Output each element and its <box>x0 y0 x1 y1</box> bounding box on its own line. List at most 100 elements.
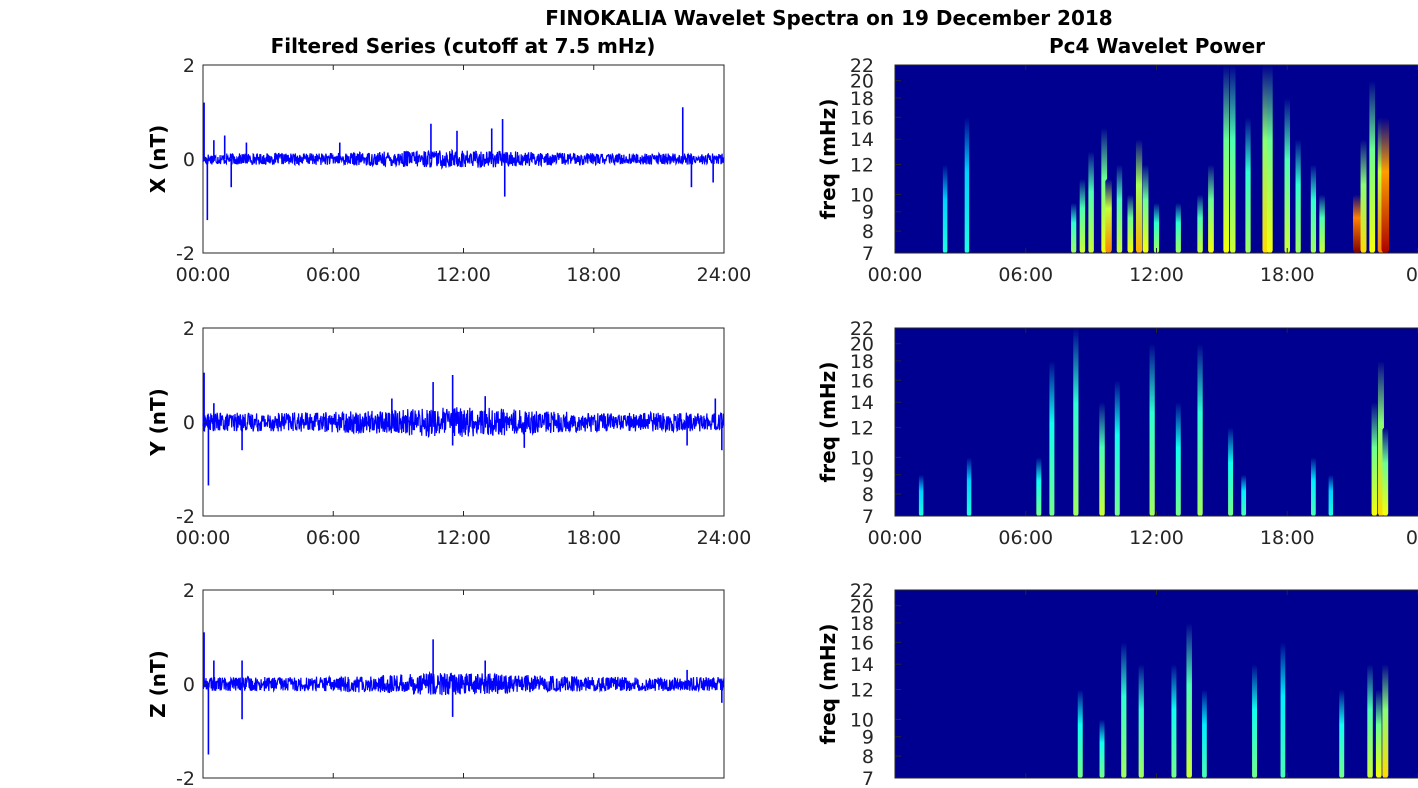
ytick-label: 14 <box>850 654 874 676</box>
power-burst <box>964 117 970 253</box>
ytick-label: 14 <box>850 129 874 151</box>
ytick-label: 12 <box>850 155 874 177</box>
xtick-label: 12:00 <box>436 264 491 286</box>
heatmap-background <box>895 328 1418 516</box>
ytick-label: 9 <box>862 465 874 487</box>
ytick-label: 2 <box>183 318 195 340</box>
power-burst <box>918 474 924 516</box>
xtick-label: 06:00 <box>998 527 1053 549</box>
power-burst <box>1073 328 1079 516</box>
power-burst <box>1175 202 1181 253</box>
power-burst <box>1310 164 1317 253</box>
power-burst <box>1311 457 1316 516</box>
power-burst <box>1375 689 1382 778</box>
bursts-group <box>1077 622 1389 778</box>
xtick-label: 12:00 <box>1129 264 1184 286</box>
xtick-label: 00:00 <box>176 527 231 549</box>
power-burst <box>1241 474 1247 516</box>
power-burst <box>1116 164 1123 253</box>
ytick-label: -2 <box>176 243 195 265</box>
xtick-label: 18:00 <box>1260 264 1315 286</box>
ytick-label: 18 <box>850 613 874 635</box>
ytick-label: 10 <box>850 184 874 206</box>
ytick-label: 22 <box>850 318 874 340</box>
xtick-label: 18:00 <box>566 527 621 549</box>
power-burst <box>1138 664 1144 778</box>
power-burst <box>1135 139 1143 253</box>
power-burst <box>942 164 948 253</box>
ytick-label: 7 <box>862 506 874 528</box>
ytick-label: 8 <box>862 746 874 768</box>
power-burst <box>1230 65 1236 253</box>
timeseries-panel-z: 2 0 -2 Z (nT) <box>146 580 725 788</box>
right-column-title: Pc4 Wavelet Power <box>1049 34 1265 58</box>
ytick-label: 8 <box>862 221 874 243</box>
power-burst <box>1153 202 1160 253</box>
ytick-label: 2 <box>183 55 195 77</box>
y-axis-label: X (nT) <box>146 125 170 194</box>
y-axis-label: freq (mHz) <box>816 362 840 483</box>
ytick-label: -2 <box>176 768 195 788</box>
power-burst <box>1367 664 1373 778</box>
xtick-label: 06:00 <box>998 264 1053 286</box>
power-burst <box>1266 65 1273 253</box>
power-burst <box>1036 457 1042 516</box>
bursts-group <box>942 65 1390 253</box>
power-burst <box>966 457 972 516</box>
ytick-label: 0 <box>183 674 195 696</box>
ytick-label: 22 <box>850 580 874 602</box>
figure-title: FINOKALIA Wavelet Spectra on 19 December… <box>545 6 1112 30</box>
power-burst <box>1079 178 1086 253</box>
power-burst <box>1352 194 1361 253</box>
power-burst <box>1252 664 1258 778</box>
ytick-label: 9 <box>862 202 874 224</box>
power-burst <box>1071 202 1077 253</box>
power-burst <box>1197 343 1203 516</box>
ytick-label: 10 <box>850 447 874 469</box>
ytick-label: 9 <box>862 727 874 749</box>
power-burst <box>1127 194 1134 253</box>
power-burst <box>1371 402 1378 516</box>
ytick-label: 7 <box>862 768 874 788</box>
xtick-label: 00:00 <box>176 264 231 286</box>
xtick-label: 12:00 <box>1129 527 1184 549</box>
ytick-label: -2 <box>176 506 195 528</box>
series-line <box>202 670 725 696</box>
ytick-label: 22 <box>850 55 874 77</box>
ytick-label: 12 <box>850 418 874 440</box>
y-axis-label: Z (nT) <box>146 650 170 718</box>
timeseries-panel-x: 2 0 -200:00 06:00 12:00 18:00 24:00 X (nT) <box>146 55 751 286</box>
power-burst <box>1077 689 1083 778</box>
power-burst <box>1280 642 1286 778</box>
power-burst <box>1105 178 1112 253</box>
timeseries-panel-y: 2 0 -200:00 06:00 12:00 18:00 24:00 Y (nT) <box>146 318 751 549</box>
power-burst <box>1369 80 1376 253</box>
series-line <box>202 148 725 170</box>
power-burst <box>1186 622 1192 778</box>
xtick-label: 00 <box>1406 264 1418 286</box>
power-burst <box>1223 65 1230 253</box>
power-burst <box>1295 139 1301 253</box>
power-burst <box>1149 343 1155 516</box>
ytick-label: 8 <box>862 484 874 506</box>
power-burst <box>1328 474 1334 516</box>
power-burst <box>1208 164 1214 253</box>
power-burst <box>1360 139 1367 253</box>
ytick-label: 16 <box>850 107 874 129</box>
xtick-label: 06:00 <box>306 527 361 549</box>
y-axis-label: Y (nT) <box>146 388 170 457</box>
power-burst <box>1197 194 1203 253</box>
ytick-label: 0 <box>183 412 195 434</box>
xtick-label: 00 <box>1406 527 1418 549</box>
bursts-group <box>918 328 1389 516</box>
power-burst <box>1099 719 1105 778</box>
power-burst <box>1171 664 1177 778</box>
left-column-title: Filtered Series (cutoff at 7.5 mHz) <box>271 34 656 58</box>
y-axis-label: freq (mHz) <box>816 624 840 745</box>
xtick-label: 00:00 <box>868 527 923 549</box>
ytick-label: 16 <box>850 632 874 654</box>
